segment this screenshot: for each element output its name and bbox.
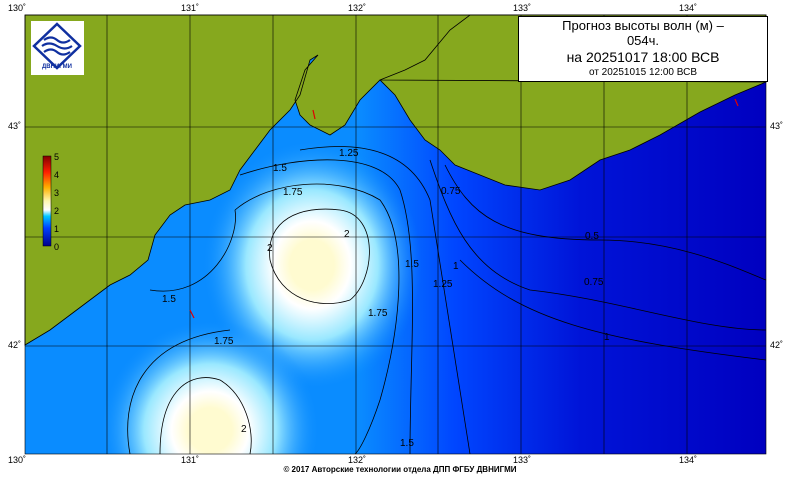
lon-label: 130˚: [8, 455, 27, 465]
arrow-icon: [312, 109, 316, 120]
land: [24, 14, 767, 346]
contour-label: 1.75: [214, 336, 234, 347]
contour-label: 2: [241, 424, 247, 435]
issue-time: от 20251015 12:00 ВСВ: [588, 66, 697, 78]
legend-tick: 3: [54, 188, 59, 198]
lat-label: 42˚: [770, 340, 784, 350]
dvnigmi-logo: ДВНИГМИ: [31, 21, 84, 75]
contour-label: 0.5: [585, 231, 599, 242]
legend-tick: 2: [54, 206, 59, 216]
lon-label: 133˚: [513, 3, 532, 13]
title-box: Прогноз высоты волн (м) – 054ч. на 20251…: [518, 16, 768, 82]
contour-label: 1.75: [283, 187, 303, 198]
valid-time: на 20251017 18:00 ВСВ: [566, 48, 720, 65]
contour-label: 0.75: [441, 186, 461, 197]
lon-label: 131˚: [181, 3, 200, 13]
copyright-footer: © 2017 Авторские технологии отдела ДПП Ф…: [283, 465, 517, 474]
legend-tick: 5: [54, 152, 59, 162]
forecast-hour: 054ч.: [626, 32, 660, 48]
contour-label: 1: [604, 332, 610, 343]
lon-label: 134˚: [679, 455, 698, 465]
contour-label: 1.5: [400, 438, 414, 449]
contour-label: 1.25: [433, 279, 453, 290]
contour-label: 0.75: [584, 277, 604, 288]
wave-maximum-2: [100, 320, 320, 454]
contour-label: 1.5: [405, 259, 419, 270]
contour-lines: [127, 146, 767, 455]
legend-ticks: 5 4 3 2 1 0: [54, 152, 59, 252]
color-legend-bar: [42, 155, 52, 247]
contour-label: 1.5: [162, 294, 176, 305]
lat-label: 42˚: [8, 340, 22, 350]
contour-label: 1: [453, 261, 459, 272]
contour-labels: 1.25 1.5 1.75 2 2 1.5 1.75 1.75 1.5 1.25…: [162, 148, 610, 449]
arrow-icon: [734, 98, 739, 107]
contour-label: 1.5: [273, 163, 287, 174]
contour-label: 1.75: [368, 308, 388, 319]
arrow-icon: [189, 309, 195, 319]
lon-label: 132˚: [348, 3, 367, 13]
lon-label: 134˚: [679, 3, 698, 13]
lon-label: 131˚: [181, 455, 200, 465]
contour-label: 2: [267, 243, 273, 254]
legend-tick: 0: [54, 242, 59, 252]
legend-tick: 1: [54, 224, 59, 234]
lat-label: 43˚: [770, 121, 784, 131]
contour-label: 2: [344, 229, 350, 240]
lon-label: 133˚: [513, 455, 532, 465]
title-line: Прогноз высоты волн (м) –: [562, 18, 724, 33]
lon-label: 130˚: [8, 3, 27, 13]
contour-label: 1.25: [339, 148, 359, 159]
svg-text:ДВНИГМИ: ДВНИГМИ: [42, 64, 72, 70]
wave-direction-arrows: [189, 98, 739, 319]
lat-label: 43˚: [8, 121, 22, 131]
legend-tick: 4: [54, 170, 59, 180]
lon-label: 132˚: [348, 455, 367, 465]
